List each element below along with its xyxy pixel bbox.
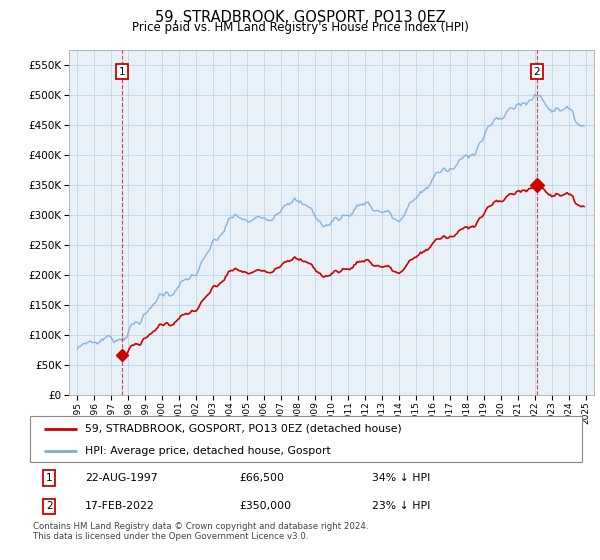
Text: Price paid vs. HM Land Registry's House Price Index (HPI): Price paid vs. HM Land Registry's House … [131,21,469,34]
Text: 1: 1 [46,473,53,483]
Text: £350,000: £350,000 [240,501,292,511]
Text: 34% ↓ HPI: 34% ↓ HPI [372,473,431,483]
Text: 17-FEB-2022: 17-FEB-2022 [85,501,155,511]
Text: 59, STRADBROOK, GOSPORT, PO13 0EZ (detached house): 59, STRADBROOK, GOSPORT, PO13 0EZ (detac… [85,424,402,434]
Text: £66,500: £66,500 [240,473,285,483]
Text: Contains HM Land Registry data © Crown copyright and database right 2024.
This d: Contains HM Land Registry data © Crown c… [33,522,368,542]
Text: HPI: Average price, detached house, Gosport: HPI: Average price, detached house, Gosp… [85,446,331,455]
Text: 22-AUG-1997: 22-AUG-1997 [85,473,158,483]
Text: 2: 2 [46,501,53,511]
Text: 1: 1 [119,67,125,77]
Text: 59, STRADBROOK, GOSPORT, PO13 0EZ: 59, STRADBROOK, GOSPORT, PO13 0EZ [155,10,445,25]
Text: 2: 2 [533,67,540,77]
Text: 23% ↓ HPI: 23% ↓ HPI [372,501,431,511]
